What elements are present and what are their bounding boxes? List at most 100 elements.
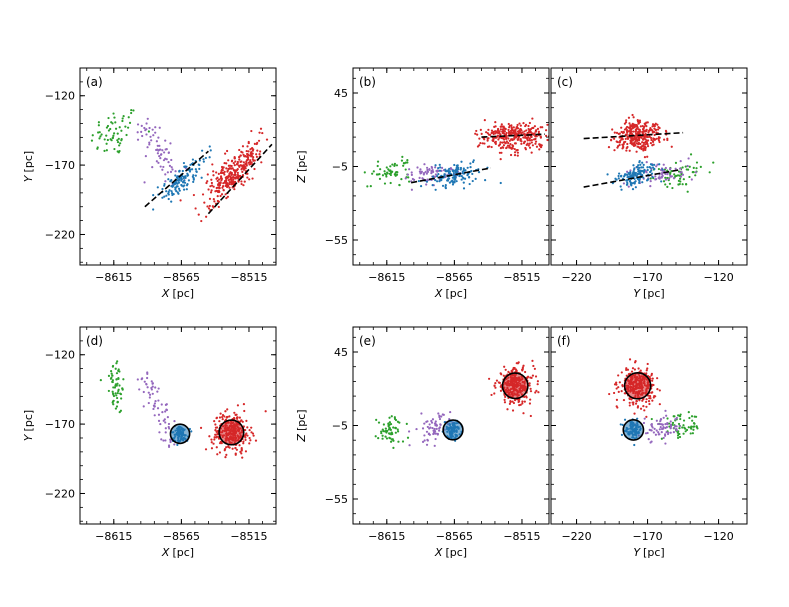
point-blue — [202, 160, 205, 163]
point-red — [239, 450, 242, 453]
point-green — [130, 108, 133, 112]
point-red — [223, 415, 226, 418]
point-red — [633, 126, 636, 129]
point-red — [647, 400, 651, 403]
point-purple — [408, 168, 411, 171]
point-red — [528, 146, 532, 149]
point-red — [516, 154, 519, 157]
point-purple — [629, 169, 632, 172]
point-red — [242, 164, 245, 167]
point-red — [530, 138, 534, 142]
point-blue — [177, 187, 181, 190]
point-green — [393, 416, 396, 419]
point-purple — [169, 170, 173, 173]
point-red — [504, 133, 508, 136]
point-red — [627, 373, 630, 376]
point-red — [508, 402, 511, 405]
point-purple — [425, 443, 429, 446]
point-green — [666, 176, 669, 180]
point-blue — [462, 167, 465, 170]
point-blue — [642, 163, 645, 167]
point-red — [522, 122, 525, 125]
point-green — [389, 181, 392, 185]
point-red — [242, 168, 246, 171]
point-purple — [169, 439, 172, 442]
point-green — [121, 117, 124, 120]
point-red — [209, 185, 212, 188]
point-purple — [167, 425, 170, 429]
point-purple — [679, 160, 682, 163]
point-red — [520, 140, 523, 143]
point-purple — [152, 407, 155, 411]
point-green — [107, 389, 110, 393]
point-red — [474, 132, 477, 135]
point-blue — [651, 176, 654, 179]
point-red — [617, 374, 620, 377]
point-blue — [198, 159, 201, 162]
point-purple — [665, 426, 669, 429]
point-purple — [167, 151, 170, 155]
panel-label: (c) — [557, 75, 573, 89]
point-red — [483, 142, 486, 145]
x-axis-label: Y [pc] — [633, 287, 664, 300]
point-purple — [418, 170, 422, 173]
point-green — [398, 421, 401, 424]
x-axis-var: Y — [633, 546, 641, 559]
point-red — [500, 125, 504, 128]
point-purple — [669, 424, 673, 427]
point-red — [242, 153, 245, 156]
point-green — [122, 378, 125, 381]
point-red — [254, 439, 258, 442]
point-red — [233, 188, 236, 191]
point-red — [252, 159, 255, 162]
core-circle — [622, 418, 645, 441]
point-red — [500, 151, 503, 154]
point-red — [210, 447, 214, 450]
point-green — [121, 119, 124, 123]
point-purple — [433, 444, 436, 447]
point-blue — [172, 193, 175, 196]
point-red — [522, 364, 525, 367]
point-green — [111, 390, 114, 393]
point-blue — [633, 177, 636, 180]
point-red — [224, 410, 227, 413]
y-tick-label: −5 — [332, 161, 348, 174]
point-purple — [669, 426, 672, 430]
y-tick-label: −5 — [332, 420, 348, 433]
point-purple — [166, 416, 169, 419]
point-blue — [453, 181, 456, 184]
point-purple — [680, 171, 683, 174]
point-red — [628, 401, 631, 404]
point-red — [654, 395, 657, 398]
point-red — [651, 123, 655, 126]
point-red — [249, 159, 252, 162]
point-red — [618, 132, 621, 135]
x-axis-var: X — [161, 546, 170, 559]
point-green — [676, 434, 680, 437]
point-blue — [167, 190, 170, 194]
point-red — [523, 395, 526, 399]
point-green — [388, 423, 391, 426]
point-red — [537, 130, 540, 133]
point-green — [682, 424, 685, 427]
point-red — [485, 131, 488, 134]
point-green — [107, 374, 111, 377]
point-red — [209, 191, 213, 194]
point-red — [225, 446, 228, 449]
point-red — [486, 132, 489, 135]
point-red — [225, 184, 228, 187]
point-red — [526, 139, 529, 142]
point-red — [234, 180, 237, 183]
point-blue — [472, 159, 475, 162]
point-blue — [163, 184, 166, 187]
point-green — [116, 382, 119, 385]
point-purple — [665, 178, 668, 181]
point-red — [216, 179, 219, 183]
point-purple — [678, 425, 681, 428]
point-red — [213, 436, 216, 439]
point-red — [179, 199, 182, 202]
point-red — [629, 142, 632, 145]
point-red — [524, 370, 527, 374]
y-axis-var: Y — [22, 174, 35, 182]
point-green — [401, 155, 404, 158]
